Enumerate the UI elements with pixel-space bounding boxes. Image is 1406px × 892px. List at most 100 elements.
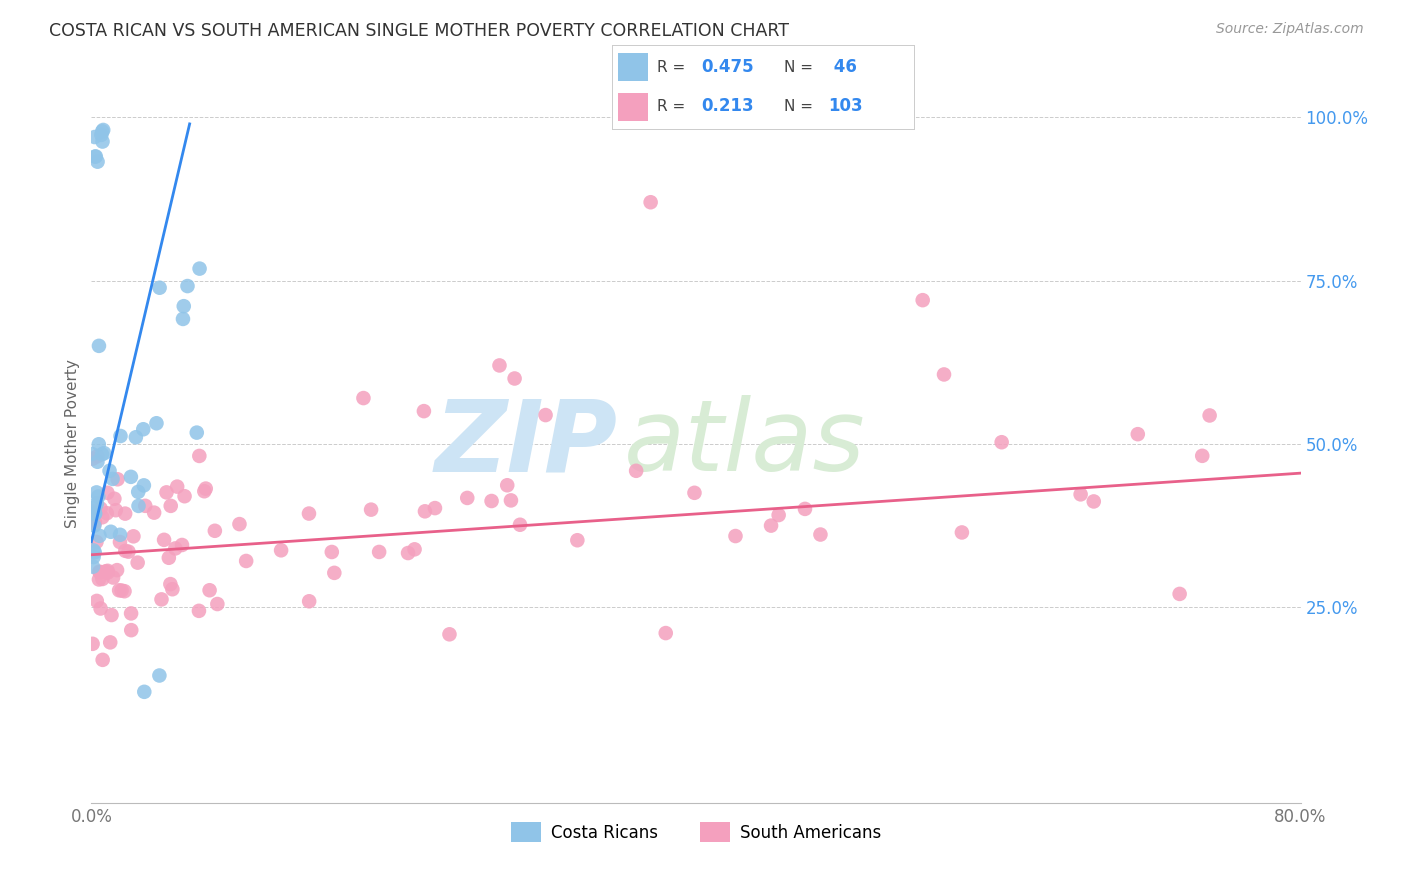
Point (117, 544, 139, 558)
Point (120, 607, 142, 621)
Point (188, 449, 211, 463)
Point (321, 545, 343, 559)
Point (759, 518, 782, 533)
Point (83, 549, 105, 564)
Point (87, 437, 110, 451)
Point (103, 491, 125, 506)
Y-axis label: Single Mother Poverty: Single Mother Poverty (65, 359, 80, 528)
Point (228, 517, 250, 532)
Point (86, 455, 108, 469)
Point (162, 582, 184, 597)
Point (456, 491, 478, 505)
Point (640, 195, 662, 210)
FancyBboxPatch shape (617, 93, 648, 120)
Point (159, 577, 181, 591)
Point (724, 529, 747, 543)
Point (159, 499, 181, 513)
Point (110, 429, 132, 443)
Point (82, 505, 104, 519)
Point (100, 524, 122, 539)
Point (188, 261, 211, 276)
Point (499, 493, 522, 508)
Point (101, 570, 124, 584)
FancyBboxPatch shape (617, 54, 648, 81)
Point (624, 464, 647, 478)
Text: ZIP: ZIP (434, 395, 617, 492)
Point (352, 391, 374, 405)
Point (439, 627, 461, 641)
Point (134, 685, 156, 699)
Point (413, 504, 436, 518)
Point (198, 583, 221, 598)
Point (101, 472, 124, 486)
Point (91, 510, 114, 524)
Point (186, 425, 208, 440)
Text: 46: 46 (828, 59, 856, 77)
Point (83, 507, 105, 521)
Point (91, 653, 114, 667)
Point (87, 339, 110, 353)
Text: atlas: atlas (623, 395, 865, 492)
Point (1168, 587, 1191, 601)
Point (83, 130, 105, 145)
Point (86, 485, 108, 500)
Point (114, 507, 136, 521)
Point (97, 564, 120, 578)
Point (173, 489, 195, 503)
Point (84, 507, 107, 521)
Point (496, 478, 519, 492)
Point (166, 480, 188, 494)
Point (488, 359, 510, 373)
Point (120, 623, 142, 637)
Point (235, 554, 257, 568)
Point (368, 545, 391, 559)
Point (207, 597, 229, 611)
Point (114, 584, 136, 599)
Point (396, 546, 419, 560)
Point (323, 566, 346, 580)
Point (509, 517, 531, 532)
Point (990, 435, 1012, 450)
Point (80, 447, 103, 461)
Point (89, 565, 111, 579)
Point (153, 533, 176, 547)
Point (360, 502, 382, 516)
Point (86, 154, 108, 169)
Text: 0.475: 0.475 (700, 59, 754, 77)
Point (83, 516, 105, 531)
Legend: Costa Ricans, South Americans: Costa Ricans, South Americans (505, 816, 887, 848)
Point (91, 447, 114, 461)
Point (114, 544, 136, 558)
Point (108, 528, 131, 542)
Point (90, 601, 112, 615)
Text: 103: 103 (828, 97, 862, 115)
Point (82, 543, 104, 558)
Point (270, 543, 292, 558)
Point (132, 478, 155, 492)
Point (120, 470, 142, 484)
Point (950, 525, 973, 540)
Point (96, 485, 118, 500)
Point (82, 559, 104, 574)
Point (193, 484, 215, 499)
Point (157, 550, 180, 565)
Point (1083, 494, 1105, 508)
Point (172, 312, 194, 326)
Point (145, 417, 167, 431)
Point (128, 499, 150, 513)
Point (194, 482, 217, 496)
Point (122, 529, 145, 543)
Point (110, 583, 132, 598)
Text: COSTA RICAN VS SOUTH AMERICAN SINGLE MOTHER POVERTY CORRELATION CHART: COSTA RICAN VS SOUTH AMERICAN SINGLE MOT… (49, 22, 789, 40)
Text: R =: R = (657, 60, 690, 75)
Point (187, 604, 209, 618)
Point (204, 524, 226, 538)
Text: Source: ZipAtlas.com: Source: ZipAtlas.com (1216, 22, 1364, 37)
Point (93, 446, 115, 460)
Point (94, 565, 117, 579)
Point (87, 573, 110, 587)
Point (1070, 487, 1092, 501)
Point (108, 535, 131, 549)
Point (1198, 409, 1220, 423)
Point (1126, 427, 1149, 442)
